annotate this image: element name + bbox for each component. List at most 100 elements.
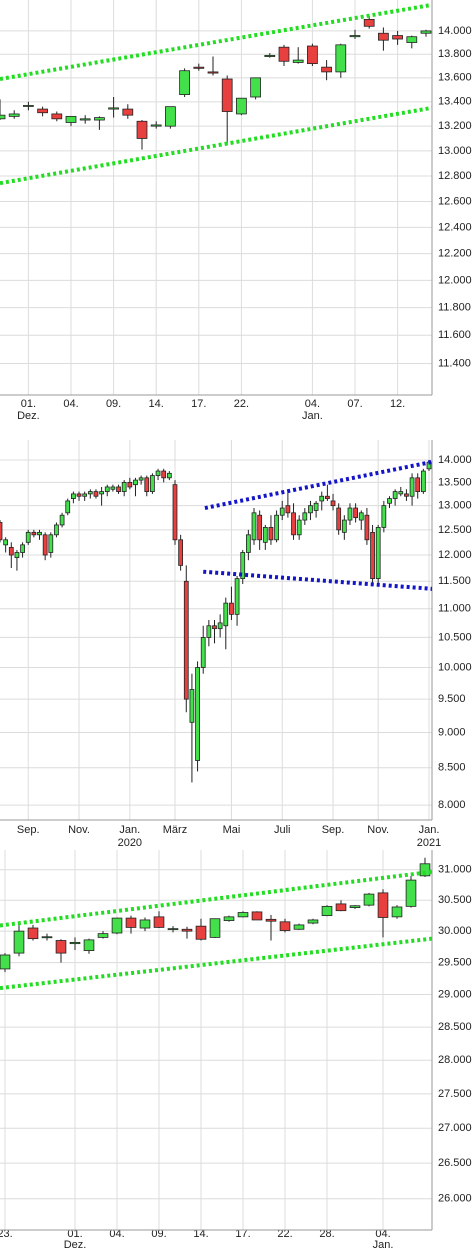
candle-body [321,66,332,73]
candle-body [250,77,261,98]
candle-body [82,493,88,497]
y-tick-label: 9.000 [438,726,466,738]
y-tick-label: 9.500 [438,693,466,705]
candle-body [391,906,403,918]
x-tick-label: Juli [274,824,291,836]
candles [0,857,432,991]
candle-body [48,534,54,553]
candle-body [153,916,165,928]
candle-body [108,107,119,110]
candle-body [79,118,91,121]
y-tick-label: 13.400 [438,96,472,108]
y-tick-label: 11.000 [438,603,471,615]
candle-body [8,113,20,117]
candle-body [223,916,235,921]
candle-body [335,44,347,73]
candle-body [370,531,375,580]
x-tick-label: Sep. [322,824,345,836]
candle-body [195,925,207,940]
candle-body [347,507,353,521]
x-tick-label: 04. [109,1228,124,1240]
y-tick-label: 13.600 [438,72,472,84]
x-tick-label: 01. [21,398,36,410]
x-tick-label: Nov. [68,824,90,836]
candle-body [292,59,304,63]
candles [0,459,432,783]
x-tick-label: Jan. [419,824,440,836]
y-tick-label: 13.000 [438,145,472,157]
candle-body [200,637,206,668]
candle-body [83,939,95,951]
candle-body [189,689,195,723]
candle-body [296,519,302,536]
candle-body [364,514,370,541]
chart-panel: 26.000 26.500 27.000 27.500 28.000 28.500 29.0… [0,850,472,1250]
candle-body [405,879,417,907]
trendline [0,869,432,928]
candle-body [321,905,333,917]
candle-body [27,927,39,940]
y-tick-label: 29.500 [438,956,472,968]
candle-body [93,491,99,497]
candle-body [0,522,3,541]
candle-body [42,534,48,556]
candle-body [358,512,364,521]
y-tick-label: 12.200 [438,248,472,260]
candle-body [55,940,67,954]
x-tick-label: Dez. [17,410,40,422]
candle-body [110,486,116,490]
candle-body [363,18,375,27]
candle-body [420,470,426,492]
candle-body [409,477,415,497]
candle-body [274,514,279,541]
candle-body [291,512,296,536]
candle-body [99,491,104,495]
y-tick-label: 27.500 [438,1088,472,1100]
candle-body [179,70,190,95]
candle-body [308,505,313,514]
candle-body [419,863,431,877]
candle-body [307,919,319,924]
x-tick-label: Sep. [17,824,40,836]
candle-body [330,500,336,507]
candle-body [69,941,81,945]
candle-body [14,552,20,559]
candle-body [375,526,381,580]
candle-body [279,507,285,516]
candle-body [116,486,121,492]
candle-body [0,114,6,120]
candle-body [420,30,432,34]
candle-body [302,512,308,521]
candle-body [237,912,249,918]
trendline [0,2,432,82]
candle-body [122,108,134,116]
y-tick-label: 8.000 [438,799,466,811]
candle-body [404,493,409,497]
candle-body [335,903,347,912]
trendline [0,936,432,991]
candle-body [193,66,205,69]
candle-body [65,500,71,514]
y-tick-label: 26.000 [438,1193,472,1205]
candle-body [25,531,31,543]
candle-body [415,477,421,492]
candle-body [54,524,59,536]
candle-body [76,493,82,497]
candle-body [37,531,42,536]
chart-panel: 11.400 11.600 11.800 12.000 12.200 12.400 12.6… [0,0,472,422]
candle-body [181,928,193,932]
y-tick-label: 27.000 [438,1122,472,1134]
candle-body [278,46,290,62]
candle-body [121,481,127,492]
y-tick-label: 12.000 [438,274,472,286]
x-tick-label: Mai [223,824,241,836]
x-tick-label: 09. [151,1228,166,1240]
y-tick-label: 14.000 [438,25,472,37]
candle-body [139,919,151,929]
candle-body [87,491,93,495]
candle-body [51,113,63,120]
candle-body [133,479,138,486]
candle-body [293,924,305,930]
x-tick-label: 04. [375,1228,390,1240]
